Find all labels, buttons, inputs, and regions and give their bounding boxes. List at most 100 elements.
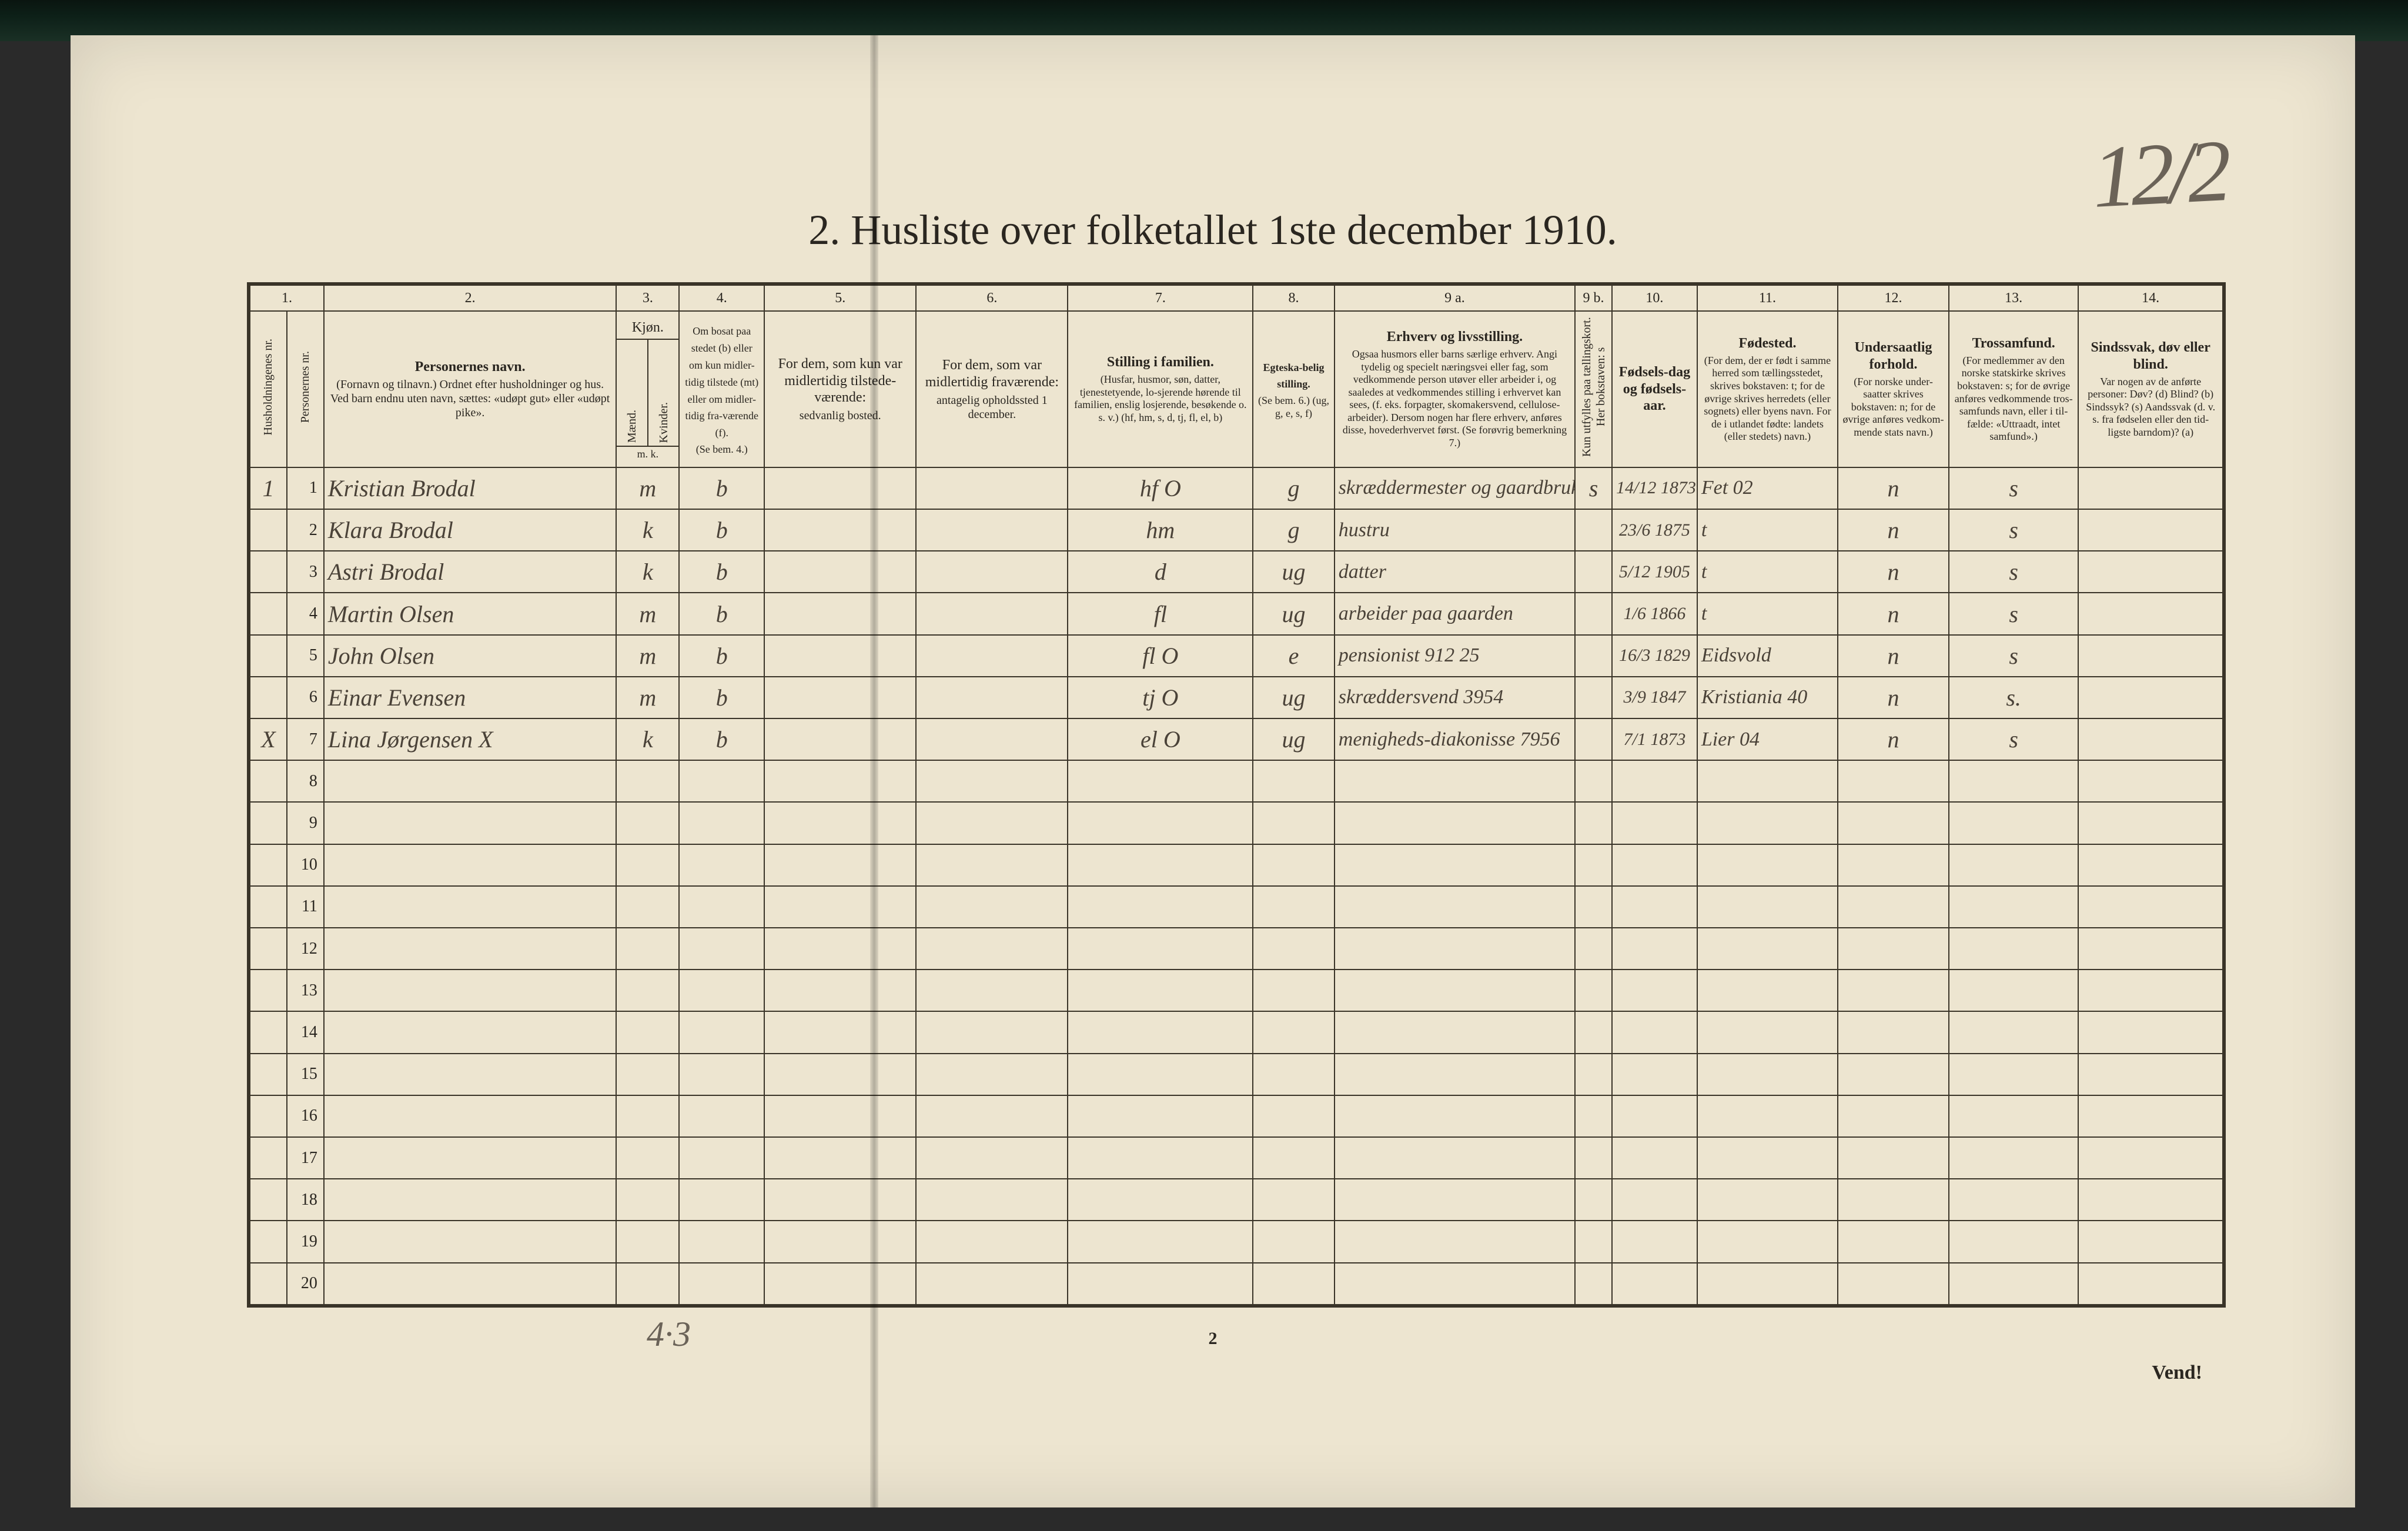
cell-s: s bbox=[1575, 467, 1612, 509]
cell-rel: s bbox=[1949, 467, 2078, 509]
header-egteskab: Egteska-belig stilling. (Se bem. 6.) (ug… bbox=[1253, 311, 1335, 467]
table-row: 6Einar Evensenmbtj Ougskræddersvend 3954… bbox=[250, 677, 2223, 718]
cell-hh bbox=[250, 1263, 287, 1305]
cell-c5 bbox=[764, 509, 916, 551]
cell-hh bbox=[250, 970, 287, 1011]
header-sindssvak: Sindssvak, døv eller blind. Var nogen av… bbox=[2078, 311, 2223, 467]
cell-rel: s bbox=[1949, 551, 2078, 593]
cell-occ: datter bbox=[1335, 551, 1575, 593]
cell-s bbox=[1575, 509, 1612, 551]
cell-c14 bbox=[2078, 677, 2223, 718]
cell-hh bbox=[250, 551, 287, 593]
cell-name: John Olsen bbox=[324, 635, 616, 677]
colnum-3: 3. bbox=[616, 285, 679, 311]
header-person-nr: Personernes nr. bbox=[287, 311, 324, 467]
cell-c6 bbox=[916, 509, 1068, 551]
cell-occ: skræddersvend 3954 bbox=[1335, 677, 1575, 718]
table-row: 3Astri Brodalkbdugdatter5/12 1905tns bbox=[250, 551, 2223, 593]
cell-person-nr: 10 bbox=[287, 844, 324, 886]
cell-bosat: b bbox=[679, 635, 764, 677]
cell-person-nr: 17 bbox=[287, 1137, 324, 1179]
cell-c6 bbox=[916, 677, 1068, 718]
cell-c6 bbox=[916, 467, 1068, 509]
cell-person-nr: 6 bbox=[287, 677, 324, 718]
cell-c14 bbox=[2078, 593, 2223, 634]
cell-mar: e bbox=[1253, 635, 1335, 677]
bottom-handwritten-note: 4·3 bbox=[647, 1314, 691, 1355]
cell-bosat: b bbox=[679, 467, 764, 509]
cell-name: Lina Jørgensen X bbox=[324, 718, 616, 760]
colnum-5: 5. bbox=[764, 285, 916, 311]
cell-person-nr: 16 bbox=[287, 1095, 324, 1137]
cell-rel: s bbox=[1949, 593, 2078, 634]
table-row: 9 bbox=[250, 802, 2223, 844]
cell-sex: m bbox=[616, 593, 679, 634]
table-frame: 1. 2. 3. 4. 5. 6. 7. 8. 9 a. 9 b. 10. 11… bbox=[247, 282, 2226, 1308]
table-row: 13 bbox=[250, 970, 2223, 1011]
cell-rel: s bbox=[1949, 509, 2078, 551]
table-row: 18 bbox=[250, 1179, 2223, 1221]
cell-mar: ug bbox=[1253, 677, 1335, 718]
cell-occ: skræddermester og gaardbruker bbox=[1335, 467, 1575, 509]
cell-name: Einar Evensen bbox=[324, 677, 616, 718]
header-bosat: Om bosat paa stedet (b) eller om kun mid… bbox=[679, 311, 764, 467]
cell-hh bbox=[250, 1179, 287, 1221]
cell-person-nr: 8 bbox=[287, 760, 324, 802]
cell-birthplace: t bbox=[1697, 551, 1838, 593]
cell-dob: 1/6 1866 bbox=[1612, 593, 1697, 634]
cell-person-nr: 4 bbox=[287, 593, 324, 634]
column-number-row: 1. 2. 3. 4. 5. 6. 7. 8. 9 a. 9 b. 10. 11… bbox=[250, 285, 2223, 311]
table-row: 14 bbox=[250, 1011, 2223, 1053]
cell-hh bbox=[250, 1137, 287, 1179]
cell-dob: 5/12 1905 bbox=[1612, 551, 1697, 593]
cell-person-nr: 14 bbox=[287, 1011, 324, 1053]
cell-c5 bbox=[764, 718, 916, 760]
header-trossamfund: Trossamfund. (For medlemmer av den norsk… bbox=[1949, 311, 2078, 467]
cell-hh: X bbox=[250, 718, 287, 760]
colnum-2: 2. bbox=[324, 285, 616, 311]
table-row: 8 bbox=[250, 760, 2223, 802]
cell-person-nr: 9 bbox=[287, 802, 324, 844]
cell-occ: hustru bbox=[1335, 509, 1575, 551]
table-row: X7Lina Jørgensen Xkbel Ougmenigheds-diak… bbox=[250, 718, 2223, 760]
cell-rel: s bbox=[1949, 718, 2078, 760]
cell-hh bbox=[250, 509, 287, 551]
cell-bosat: b bbox=[679, 718, 764, 760]
cell-occ: arbeider paa gaarden bbox=[1335, 593, 1575, 634]
cell-birthplace: Fet 02 bbox=[1697, 467, 1838, 509]
colnum-12: 12. bbox=[1838, 285, 1949, 311]
cell-dob: 3/9 1847 bbox=[1612, 677, 1697, 718]
cell-c5 bbox=[764, 467, 916, 509]
cell-person-nr: 11 bbox=[287, 886, 324, 928]
cell-sex: k bbox=[616, 718, 679, 760]
cell-s bbox=[1575, 635, 1612, 677]
cell-hh bbox=[250, 635, 287, 677]
cell-birthplace: Lier 04 bbox=[1697, 718, 1838, 760]
cell-sex: m bbox=[616, 677, 679, 718]
cell-name: Klara Brodal bbox=[324, 509, 616, 551]
cell-fam: hf O bbox=[1068, 467, 1253, 509]
cell-birthplace: Eidsvold bbox=[1697, 635, 1838, 677]
cell-person-nr: 18 bbox=[287, 1179, 324, 1221]
cell-s bbox=[1575, 677, 1612, 718]
cell-dob: 16/3 1829 bbox=[1612, 635, 1697, 677]
cell-nat: n bbox=[1838, 635, 1949, 677]
cell-mar: ug bbox=[1253, 551, 1335, 593]
header-9b: Kun utfylles paa tællingskort. Her bokst… bbox=[1575, 311, 1612, 467]
cell-hh bbox=[250, 1221, 287, 1262]
cell-birthplace: t bbox=[1697, 593, 1838, 634]
cell-fam: tj O bbox=[1068, 677, 1253, 718]
cell-person-nr: 19 bbox=[287, 1221, 324, 1262]
colnum-9a: 9 a. bbox=[1335, 285, 1575, 311]
cell-c6 bbox=[916, 593, 1068, 634]
cell-rel: s. bbox=[1949, 677, 2078, 718]
cell-dob: 7/1 1873 bbox=[1612, 718, 1697, 760]
cell-sex: m bbox=[616, 467, 679, 509]
cell-c6 bbox=[916, 635, 1068, 677]
colnum-13: 13. bbox=[1949, 285, 2078, 311]
cell-mar: ug bbox=[1253, 718, 1335, 760]
table-row: 17 bbox=[250, 1137, 2223, 1179]
footer-vend: Vend! bbox=[2152, 1362, 2202, 1384]
cell-occ: pensionist 912 25 bbox=[1335, 635, 1575, 677]
table-row: 5John Olsenmbfl Oepensionist 912 2516/3 … bbox=[250, 635, 2223, 677]
